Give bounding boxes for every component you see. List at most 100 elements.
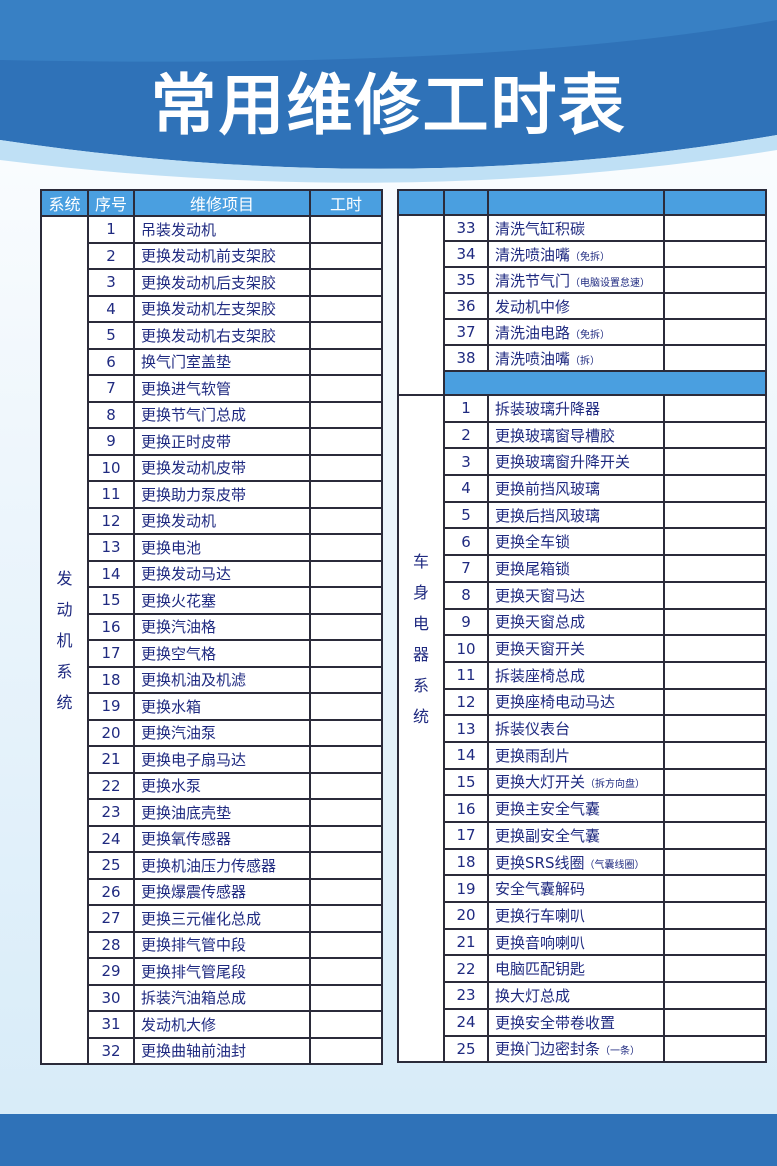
table-row: 34 清洗喷油嘴（免拆） — [398, 240, 767, 268]
row-number: 28 — [87, 930, 135, 959]
item-name: 发动机中修 — [495, 297, 571, 316]
table-row: 12 更换发动机 — [41, 506, 383, 535]
row-hours — [309, 904, 383, 933]
continued-table: 33 清洗气缸积碳 34 清洗喷油嘴（免拆） 35 清洗节气门（电脑设置怠速） 36 发动机中… — [397, 189, 767, 1064]
row-hours — [309, 506, 383, 535]
row-hours — [309, 639, 383, 668]
row-item: 更换发动机左支架胶 — [133, 294, 311, 323]
table-row: 23 换大灯总成 — [398, 981, 767, 1010]
row-number: 34 — [443, 240, 489, 268]
table-row: 35 清洗节气门（电脑设置怠速） — [398, 266, 767, 294]
row-item: 更换空气格 — [133, 639, 311, 668]
row-item: 更换排气管尾段 — [133, 957, 311, 986]
item-name: 更换水泵 — [141, 777, 202, 796]
row-number: 4 — [87, 294, 135, 323]
item-name: 更换天窗开关 — [495, 640, 586, 659]
row-number: 29 — [87, 957, 135, 986]
item-name: 更换门边密封条 — [495, 1040, 601, 1059]
item-note: （电脑设置怠速） — [570, 277, 651, 289]
item-name: 拆装座椅总成 — [495, 666, 586, 685]
row-item: 更换发动机 — [133, 506, 311, 535]
row-item: 更换电子扇马达 — [133, 745, 311, 774]
table-row: 13 拆装仪表台 — [398, 714, 767, 743]
table-row: 14 更换发动马达 — [41, 559, 383, 588]
row-number: 8 — [87, 400, 135, 429]
table-row: 22 更换水泵 — [41, 771, 383, 800]
system-label: 发动机系统 — [56, 568, 73, 712]
item-name: 更换氧传感器 — [141, 830, 232, 849]
row-number: 7 — [87, 374, 135, 403]
item-name: 更换天窗马达 — [495, 586, 586, 605]
item-name: 更换电池 — [141, 538, 202, 557]
table-row: 19 安全气囊解码 — [398, 874, 767, 904]
table-row: 25 更换门边密封条（一条） — [398, 1034, 767, 1064]
row-hours — [663, 1034, 767, 1064]
row-hours — [309, 877, 383, 906]
item-name: 更换火花塞 — [141, 591, 217, 610]
header-hours: 工时 — [309, 189, 383, 217]
table-row: 11 更换助力泵皮带 — [41, 480, 383, 509]
item-name: 清洗节气门 — [495, 271, 571, 290]
row-hours — [663, 607, 767, 637]
row-number: 14 — [443, 740, 489, 770]
row-item: 吊装发动机 — [133, 215, 311, 244]
row-hours — [663, 687, 767, 717]
table-row: 16 更换汽油格 — [41, 612, 383, 641]
table-row: 9 更换正时皮带 — [41, 427, 383, 456]
item-name: 更换发动机 — [141, 512, 217, 531]
row-hours — [309, 453, 383, 482]
row-number: 3 — [443, 447, 489, 477]
system-cell-blank — [397, 214, 445, 396]
item-name: 更换SRS线圈 — [495, 853, 585, 872]
row-number: 15 — [87, 586, 135, 615]
row-number: 1 — [443, 394, 489, 423]
row-hours — [309, 533, 383, 562]
row-number: 33 — [443, 214, 489, 242]
row-item: 换气门室盖垫 — [133, 347, 311, 376]
table-row: 37 清洗油电路（免拆） — [398, 318, 767, 346]
row-number: 26 — [87, 877, 135, 906]
table-row: 8 更换节气门总成 — [41, 400, 383, 429]
item-note: （免拆） — [570, 251, 611, 263]
table-row: 10 更换发动机皮带 — [41, 453, 383, 482]
row-hours — [663, 1007, 767, 1037]
item-name: 更换三元催化总成 — [141, 909, 262, 928]
item-note: （免拆） — [570, 329, 611, 341]
row-item: 更换火花塞 — [133, 586, 311, 615]
header-blank — [663, 189, 767, 216]
row-hours — [663, 981, 767, 1010]
item-name: 换大灯总成 — [495, 986, 571, 1005]
row-number: 37 — [443, 318, 489, 346]
row-number: 16 — [443, 794, 489, 823]
table-row: 4 更换前挡风玻璃 — [398, 474, 767, 503]
section-separator — [398, 370, 767, 396]
table-row: 6 换气门室盖垫 — [41, 347, 383, 376]
item-name: 更换全车锁 — [495, 533, 571, 552]
row-item: 更换助力泵皮带 — [133, 480, 311, 509]
row-item: 更换发动马达 — [133, 559, 311, 588]
row-number: 25 — [443, 1034, 489, 1064]
row-item: 更换汽油格 — [133, 612, 311, 641]
item-name: 更换进气软管 — [141, 379, 232, 398]
table-row: 23 更换油底壳垫 — [41, 798, 383, 827]
row-item: 更换汽油泵 — [133, 718, 311, 747]
table-row: 10 更换天窗开关 — [398, 634, 767, 663]
item-name: 清洗油电路 — [495, 323, 571, 342]
row-item: 更换发动机后支架胶 — [133, 268, 311, 297]
row-hours — [663, 344, 767, 372]
item-name: 更换天窗总成 — [495, 613, 586, 632]
row-number: 1 — [87, 215, 135, 244]
header-blank — [397, 189, 445, 216]
row-item: 更换曲轴前油封 — [133, 1036, 311, 1065]
row-hours — [309, 480, 383, 509]
footer-band — [0, 1114, 777, 1166]
row-number: 25 — [87, 851, 135, 880]
item-name: 更换主安全气囊 — [495, 800, 601, 819]
header-system: 系统 — [40, 189, 89, 217]
row-number: 5 — [443, 500, 489, 530]
row-hours — [309, 268, 383, 297]
row-item: 更换节气门总成 — [133, 400, 311, 429]
row-item: 更换行车喇叭 — [487, 901, 665, 930]
item-name: 更换音响喇叭 — [495, 933, 586, 952]
row-item: 更换后挡风玻璃 — [487, 500, 665, 530]
